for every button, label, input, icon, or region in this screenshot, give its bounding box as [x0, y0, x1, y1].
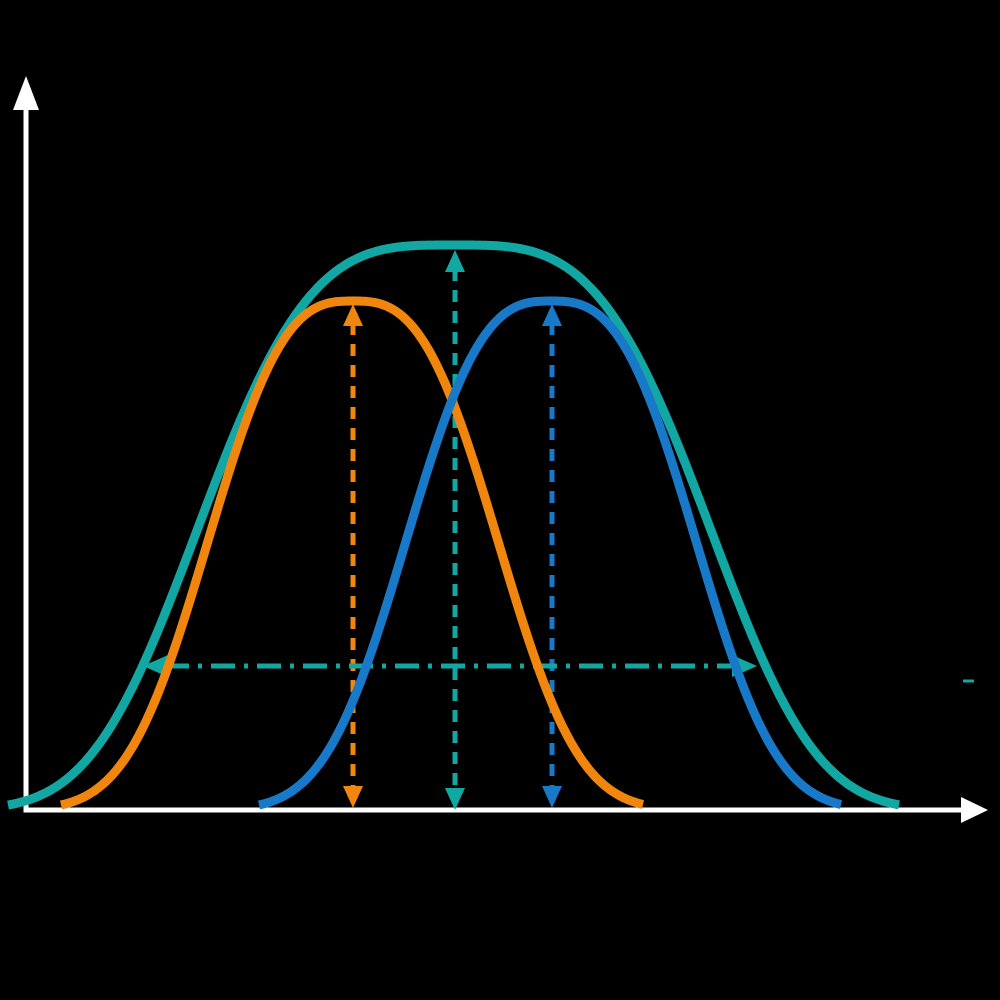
- left-peak-height-arrow-top-arrowhead-icon: [343, 304, 363, 326]
- combined-peak-height-arrow-bottom-arrowhead-icon: [445, 788, 465, 810]
- x-axis-arrowhead-icon: [961, 797, 988, 823]
- right-narrow-distribution-curve: [257, 296, 843, 810]
- left-peak-height-arrow-bottom-arrowhead-icon: [343, 786, 363, 808]
- right-peak-height-arrow-bottom-arrowhead-icon: [542, 786, 562, 808]
- left-narrow-distribution-curve: [59, 296, 645, 810]
- combined-wide-distribution-curve: [6, 240, 901, 810]
- right-peak-height-arrow-top-arrowhead-icon: [542, 304, 562, 326]
- y-axis-arrowhead-icon: [13, 76, 39, 110]
- combined-peak-height-arrow-top-arrowhead-icon: [445, 250, 465, 272]
